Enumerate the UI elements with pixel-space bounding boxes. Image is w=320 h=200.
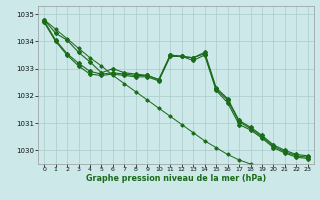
X-axis label: Graphe pression niveau de la mer (hPa): Graphe pression niveau de la mer (hPa) <box>86 174 266 183</box>
